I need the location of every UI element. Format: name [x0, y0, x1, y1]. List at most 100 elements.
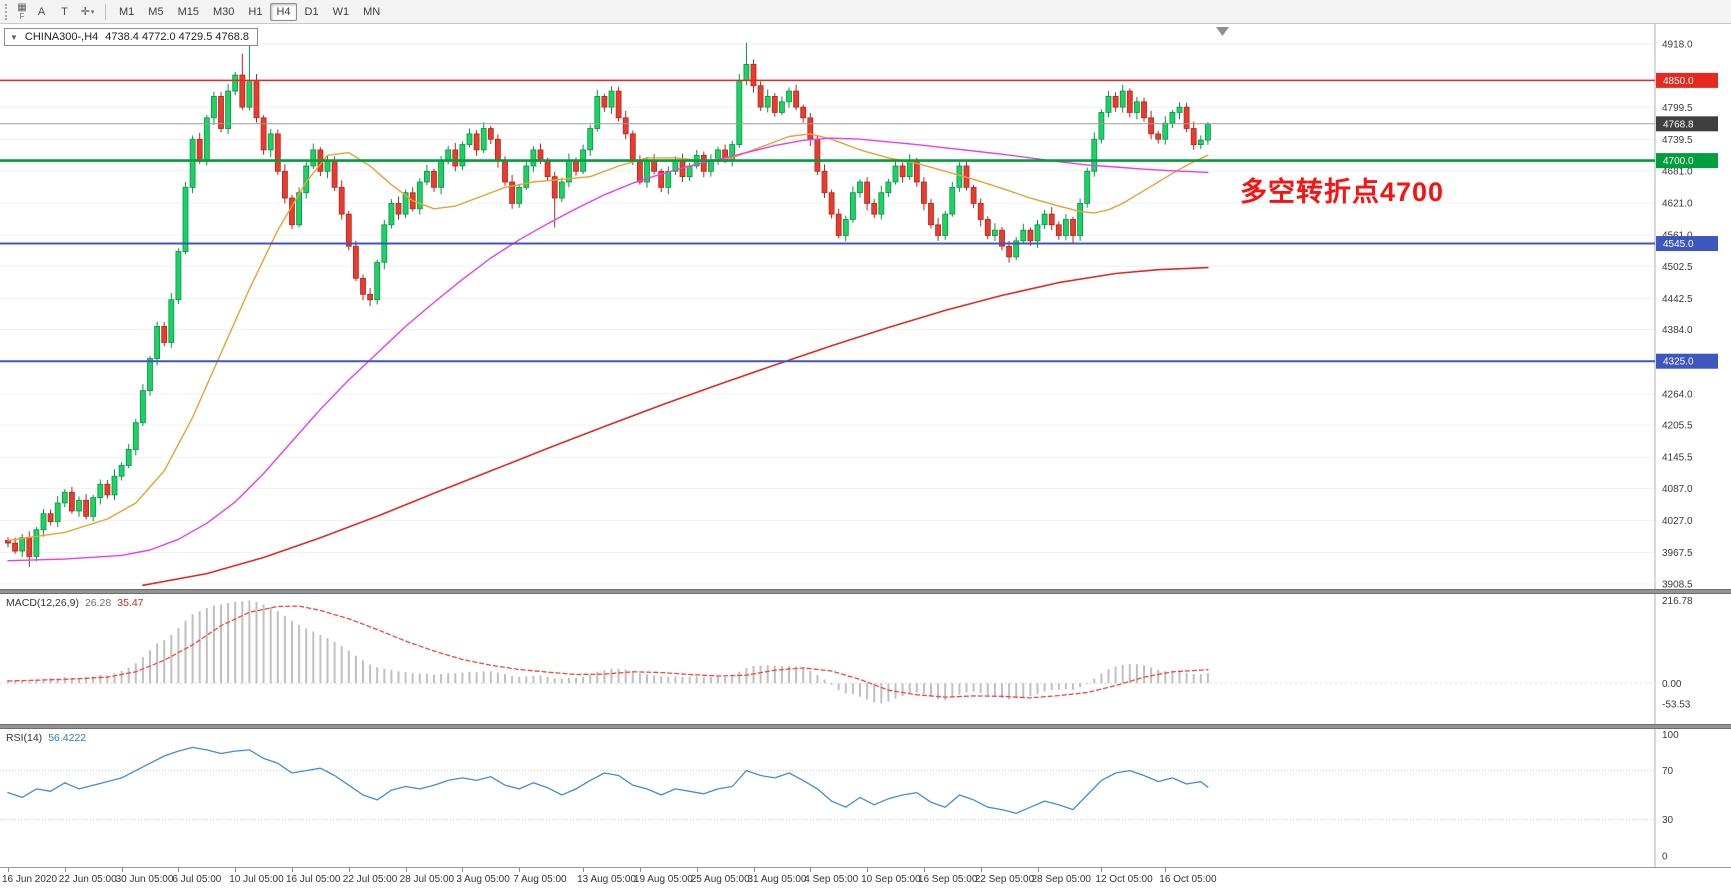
timeframe-button-mn[interactable]: MN [363, 5, 381, 18]
candle-body [69, 491, 75, 512]
price-badge [1656, 116, 1718, 132]
price-badge [1656, 236, 1718, 252]
candle-body [544, 160, 551, 178]
price-tick-label: 4442.5 [1662, 294, 1693, 305]
rsi-svg: 100 70 30 0 [0, 729, 1679, 867]
candle-body [615, 90, 622, 119]
candle-body [459, 144, 466, 167]
time-tick-mark [583, 868, 585, 872]
candle-body [1141, 101, 1147, 119]
candle-body [658, 170, 665, 188]
ohlc-header: ▼ CHINA300-,H4 4738.4 4772.0 4729.5 4768… [4, 28, 259, 46]
price-tick-label: 4264.0 [1662, 389, 1693, 400]
toolbar-drag-handle[interactable] [5, 3, 10, 20]
candle-body [26, 537, 33, 557]
candle-body [551, 176, 558, 199]
chart-window-icon[interactable]: ▦ F [14, 2, 30, 21]
candle-body [423, 170, 430, 183]
price-tick-label: 4145.5 [1662, 453, 1693, 464]
rsi-pane[interactable]: 100 70 30 0 RSI(14) 56.4222 [0, 729, 1731, 867]
candle-body [154, 326, 161, 359]
chevron-down-icon[interactable]: ▼ [10, 32, 18, 42]
pane-splitter-macd[interactable] [0, 589, 1731, 594]
candle-body [977, 203, 984, 220]
candle-body [921, 181, 927, 204]
price-tick-label: 4087.0 [1662, 484, 1693, 495]
candle-body [360, 277, 366, 295]
timeframe-button-m15[interactable]: M15 [177, 5, 199, 18]
candle-body [736, 79, 743, 145]
time-tick-label: 16 Sep 05:00 [917, 874, 978, 885]
timeframe-button-w1[interactable]: W1 [332, 5, 350, 18]
time-tick-mark [292, 868, 293, 872]
candle-body [1041, 213, 1048, 226]
candle-body [225, 90, 232, 129]
candle-body [431, 170, 437, 188]
time-tick-label: 19 Aug 05:00 [633, 874, 693, 885]
candle-body [509, 181, 516, 204]
time-tick-label: 22 Jul 05:00 [342, 874, 398, 885]
candle-body [1020, 229, 1027, 242]
crosshair-dropdown[interactable]: ✛ ▾ [80, 6, 95, 18]
candle-body [807, 117, 814, 140]
price-tick-label: 3908.5 [1662, 580, 1693, 590]
time-tick-label: 25 Aug 05:00 [690, 874, 750, 885]
time-tick-mark [1101, 868, 1103, 872]
time-tick-label: 31 Aug 05:00 [747, 874, 807, 885]
timeframe-button-m5[interactable]: M5 [148, 5, 164, 18]
candle-body [956, 165, 963, 188]
candle-body [871, 203, 878, 215]
timeframe-button-h1[interactable]: H1 [248, 5, 263, 18]
timeframe-button-d1[interactable]: D1 [304, 5, 319, 18]
time-tick-mark [178, 868, 180, 872]
candle-body [19, 537, 26, 552]
candle-body [1077, 203, 1083, 236]
candle-body [821, 170, 828, 194]
time-tick-mark [696, 868, 698, 872]
candle-body [218, 96, 224, 129]
time-axis[interactable]: 16 Jun 2020 22 Jun 05:00 30 Jun 05:00 6 Jul… [0, 867, 1731, 895]
candle-body [473, 133, 480, 151]
candle-body [949, 186, 956, 215]
candle-body [800, 106, 807, 119]
candle-body [942, 213, 949, 236]
time-tick-label: 16 Jun 2020 [2, 874, 58, 885]
rsi-tick-label: 30 [1662, 815, 1674, 826]
candle-body [608, 90, 615, 108]
candle-body [779, 101, 785, 113]
candle-body [878, 192, 885, 215]
cursor-button[interactable]: A [37, 5, 46, 18]
candle-body [281, 170, 288, 199]
timeframe-button-m30[interactable]: M30 [212, 5, 235, 18]
macd-tick-label: 216.78 [1662, 596, 1693, 607]
candle-body [786, 90, 792, 103]
text-tool-button[interactable]: T [61, 5, 68, 18]
timeframe-button-m1[interactable]: M1 [119, 5, 135, 18]
time-tick-mark [1165, 868, 1167, 872]
pane-splitter-rsi[interactable] [0, 724, 1731, 729]
candle-body [1070, 219, 1076, 236]
candle-body [1134, 101, 1140, 113]
price-tick-label: 4621.0 [1662, 198, 1693, 209]
time-tick-label: 10 Sep 05:00 [861, 874, 921, 885]
time-tick-label: 13 Aug 05:00 [577, 874, 637, 885]
candle-body [487, 128, 494, 140]
candle-body [992, 229, 998, 236]
candle-body [771, 96, 778, 113]
candle-body [1055, 224, 1062, 236]
chart-plot-area[interactable]: 4918.0 4799.5 4739.5 4681.0 4621.0 4561.0 4502… [0, 24, 1731, 589]
price-badge [1656, 353, 1718, 369]
macd-pane[interactable]: 216.78 0.00 -53.53 MACD(12,26,9) 26.28 35.… [0, 594, 1731, 724]
candle-body [416, 181, 423, 210]
price-tick-label: 4799.5 [1662, 103, 1693, 114]
candle-body [1148, 117, 1154, 135]
candle-body [793, 90, 799, 108]
candle-body [1084, 170, 1091, 204]
candle-body [331, 160, 338, 188]
candle-body [651, 160, 657, 172]
timeframe-button-h4[interactable]: H4 [270, 2, 297, 21]
candle-body [1169, 112, 1176, 124]
candle-body [267, 133, 274, 151]
candle-body [480, 128, 487, 151]
time-tick-label: 22 Jun 05:00 [58, 874, 117, 885]
